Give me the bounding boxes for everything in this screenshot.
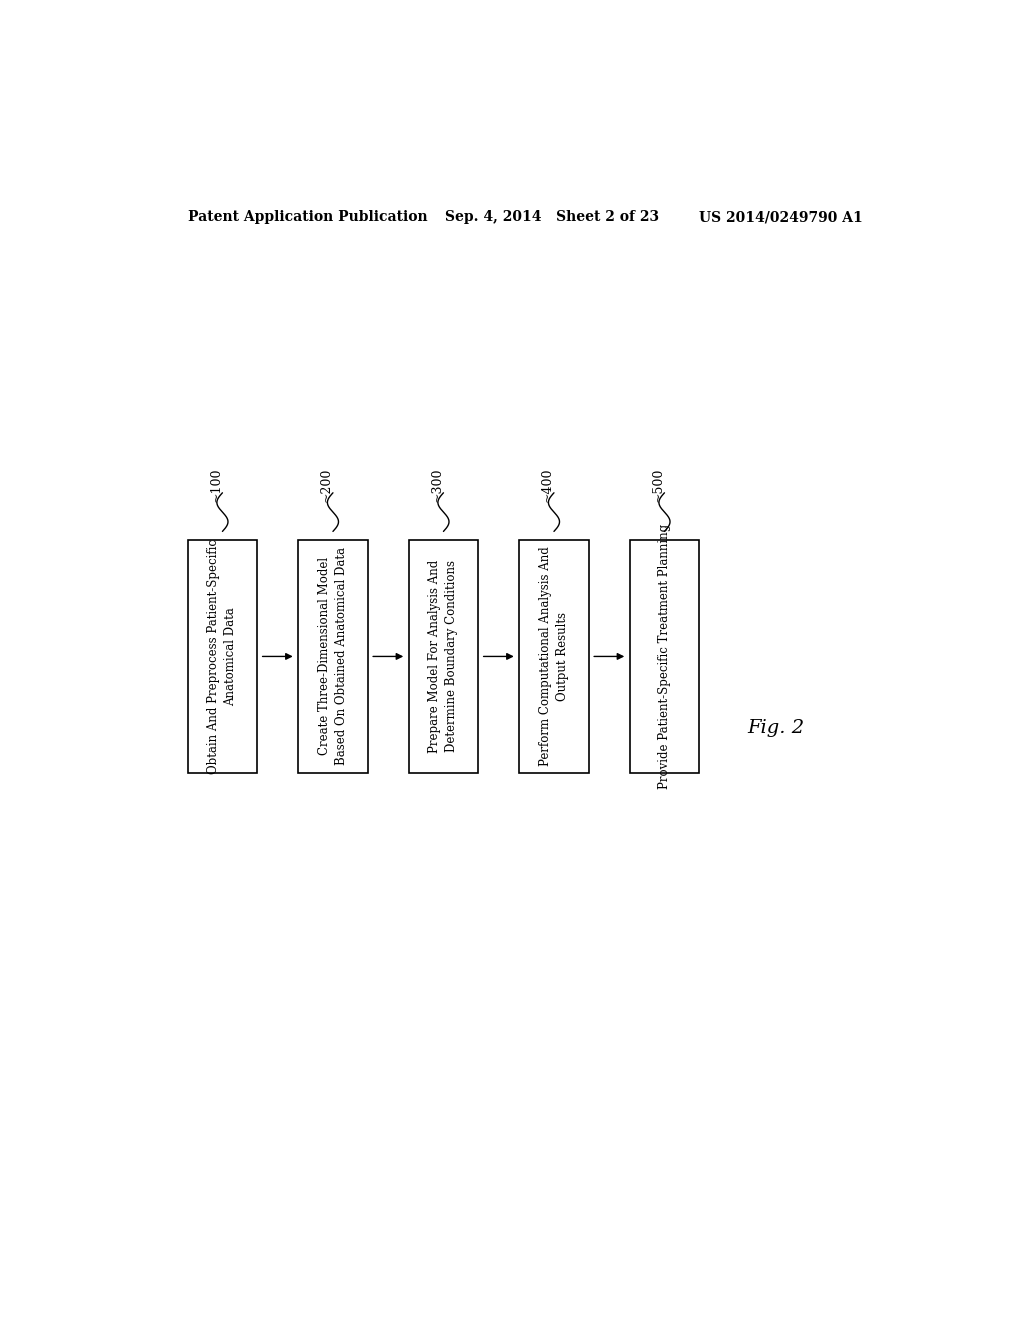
- Text: Provide Patient-Specific Treatment Planning: Provide Patient-Specific Treatment Plann…: [658, 524, 671, 789]
- Text: Obtain And Preprocess Patient-Specific
Anatomical Data: Obtain And Preprocess Patient-Specific A…: [208, 539, 238, 774]
- Bar: [519, 540, 589, 774]
- Text: Sep. 4, 2014   Sheet 2 of 23: Sep. 4, 2014 Sheet 2 of 23: [445, 210, 659, 224]
- Text: Prepare Model For Analysis And
Determine Boundary Conditions: Prepare Model For Analysis And Determine…: [428, 560, 459, 754]
- Text: Patent Application Publication: Patent Application Publication: [187, 210, 427, 224]
- Text: Create Three-Dimensional Model
Based On Obtained Anatomical Data: Create Three-Dimensional Model Based On …: [317, 548, 348, 766]
- Bar: [630, 540, 699, 774]
- Text: ~200: ~200: [319, 467, 333, 502]
- Bar: [298, 540, 368, 774]
- Text: US 2014/0249790 A1: US 2014/0249790 A1: [699, 210, 863, 224]
- Bar: [409, 540, 478, 774]
- Bar: [187, 540, 257, 774]
- Text: ~100: ~100: [210, 467, 222, 502]
- Text: Fig. 2: Fig. 2: [748, 718, 804, 737]
- Text: ~400: ~400: [541, 467, 554, 502]
- Text: ~300: ~300: [430, 467, 443, 502]
- Text: ~500: ~500: [651, 467, 665, 502]
- Text: Perform Computational Analysis And
Output Results: Perform Computational Analysis And Outpu…: [539, 546, 569, 767]
